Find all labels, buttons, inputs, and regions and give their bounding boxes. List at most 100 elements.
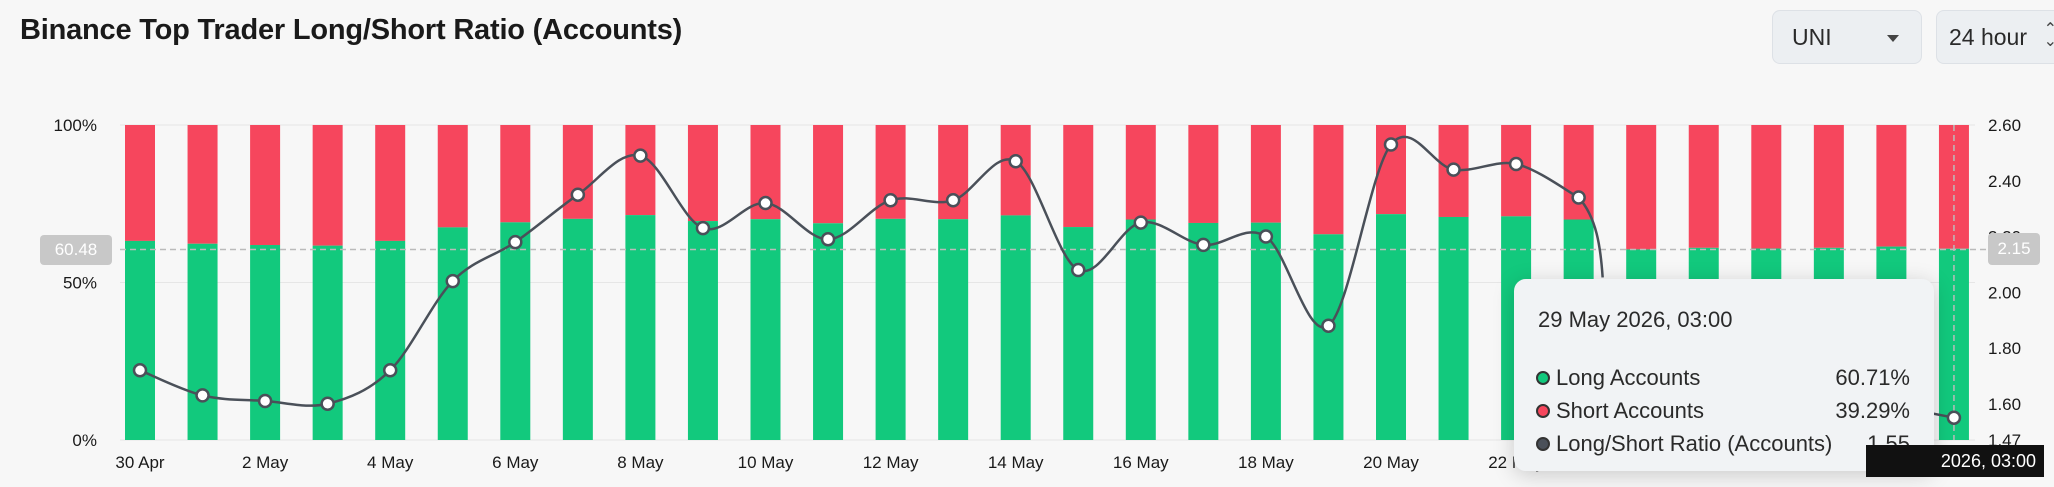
ratio-point xyxy=(1133,215,1149,230)
ratio-point xyxy=(1071,262,1086,278)
ratio-point xyxy=(945,193,961,208)
long-bar xyxy=(1188,222,1219,440)
tooltip-row-short: Short Accounts 39.29% xyxy=(1536,397,1910,425)
short-bar xyxy=(500,125,531,223)
x-axis-tick: 2 May xyxy=(242,453,289,472)
ratio-point xyxy=(1446,162,1461,177)
time-range-select[interactable]: 24 hour ⌃ ⌄ xyxy=(1936,10,2054,64)
chart-tooltip: 29 May 2026, 03:00 Long Accounts 60.71% … xyxy=(1514,279,1934,471)
long-bar xyxy=(1063,227,1094,440)
long-bar xyxy=(813,223,844,440)
right-axis-tick: 2.40 xyxy=(1988,172,2021,191)
ratio-point xyxy=(820,232,836,247)
short-bar xyxy=(1250,125,1281,223)
tooltip-label: Long/Short Ratio (Accounts) xyxy=(1556,431,1833,456)
left-axis-tick: 0% xyxy=(72,431,97,450)
ratio-point xyxy=(570,187,586,202)
short-dot-icon xyxy=(1536,404,1550,418)
ratio-point xyxy=(1008,153,1023,169)
short-bar xyxy=(1751,125,1782,249)
tooltip-title: 29 May 2026, 03:00 xyxy=(1538,307,1733,332)
long-bar xyxy=(625,215,656,440)
short-bar xyxy=(437,125,468,228)
tooltip-label: Long Accounts xyxy=(1556,365,1701,390)
ratio-point xyxy=(132,363,148,378)
ratio-point xyxy=(1946,410,1962,425)
right-axis-tick: 2.60 xyxy=(1988,116,2021,135)
short-bar xyxy=(1813,125,1844,248)
coin-select-value: UNI xyxy=(1792,23,1832,50)
short-bar xyxy=(1188,125,1219,223)
long-bar xyxy=(375,240,406,440)
short-bar xyxy=(813,125,844,224)
x-axis-tick: 4 May xyxy=(367,453,414,472)
short-bar xyxy=(1000,125,1031,216)
tooltip-row-ratio: Long/Short Ratio (Accounts) 1.55 xyxy=(1536,430,1910,458)
long-bar xyxy=(687,221,718,440)
short-bar xyxy=(1626,125,1657,250)
short-bar xyxy=(312,125,343,246)
ratio-point xyxy=(382,363,398,378)
tooltip-label: Short Accounts xyxy=(1556,398,1704,423)
short-bar xyxy=(250,125,281,246)
short-bar xyxy=(687,125,718,222)
crosshair-right-label: 2.15 xyxy=(1988,233,2040,265)
ratio-point xyxy=(195,388,210,403)
ratio-point xyxy=(883,193,898,208)
ratio-point xyxy=(1508,156,1524,172)
ratio-point xyxy=(1571,190,1586,205)
x-axis-tick: 6 May xyxy=(492,453,539,472)
chevron-down-icon xyxy=(1887,35,1899,42)
short-bar xyxy=(125,125,155,241)
long-bar xyxy=(125,240,155,440)
x-axis-tick: 30 Apr xyxy=(115,453,164,472)
page-title: Binance Top Trader Long/Short Ratio (Acc… xyxy=(20,14,683,46)
right-axis-tick: 1.60 xyxy=(1988,395,2021,414)
long-bar xyxy=(187,243,218,440)
short-bar xyxy=(625,125,656,216)
long-bar xyxy=(1000,215,1031,440)
x-axis-tick: 14 May xyxy=(988,453,1044,472)
long-bar xyxy=(437,227,468,440)
long-bar xyxy=(875,218,906,440)
x-axis-tick: 8 May xyxy=(617,453,664,472)
right-axis-tick: 1.80 xyxy=(1988,339,2021,358)
short-bar xyxy=(1688,125,1719,248)
short-bar xyxy=(1876,125,1907,247)
long-dot-icon xyxy=(1536,371,1550,385)
ratio-point xyxy=(1321,318,1336,333)
short-bar xyxy=(1063,125,1094,228)
short-bar xyxy=(1313,125,1344,235)
right-axis-tick: 2.00 xyxy=(1988,283,2021,302)
left-axis-tick: 100% xyxy=(54,116,97,135)
updown-icon: ⌃ ⌄ xyxy=(2043,21,2054,50)
x-axis-tick: 20 May xyxy=(1363,453,1419,472)
tooltip-row-long: Long Accounts 60.71% xyxy=(1536,364,1910,392)
long-bar xyxy=(1438,216,1469,440)
x-axis-tick: 18 May xyxy=(1238,453,1294,472)
x-axis-tick: 16 May xyxy=(1113,453,1169,472)
long-bar xyxy=(1313,234,1344,440)
ratio-point xyxy=(320,396,335,412)
long-bar xyxy=(750,219,781,440)
long-bar xyxy=(500,222,531,440)
time-range-select-value: 24 hour xyxy=(1949,23,2028,50)
ratio-point xyxy=(758,195,773,211)
short-bar xyxy=(562,125,593,219)
ratio-point xyxy=(445,273,460,289)
x-axis-tick: 10 May xyxy=(738,453,794,472)
left-axis-tick: 50% xyxy=(63,274,97,293)
ratio-point xyxy=(508,234,523,250)
long-bar xyxy=(562,218,593,440)
crosshair-x-label: 2026, 03:00 xyxy=(1866,445,2044,477)
short-bar xyxy=(187,125,218,244)
coin-select[interactable]: UNI xyxy=(1772,10,1922,64)
long-bar xyxy=(1125,219,1156,440)
long-bar xyxy=(250,245,281,440)
short-bar xyxy=(1125,125,1156,220)
tooltip-value: 39.29% xyxy=(1835,398,1910,423)
x-axis-tick: 12 May xyxy=(863,453,919,472)
long-bar xyxy=(938,219,969,440)
crosshair-left-label: 60.48 xyxy=(40,235,112,265)
